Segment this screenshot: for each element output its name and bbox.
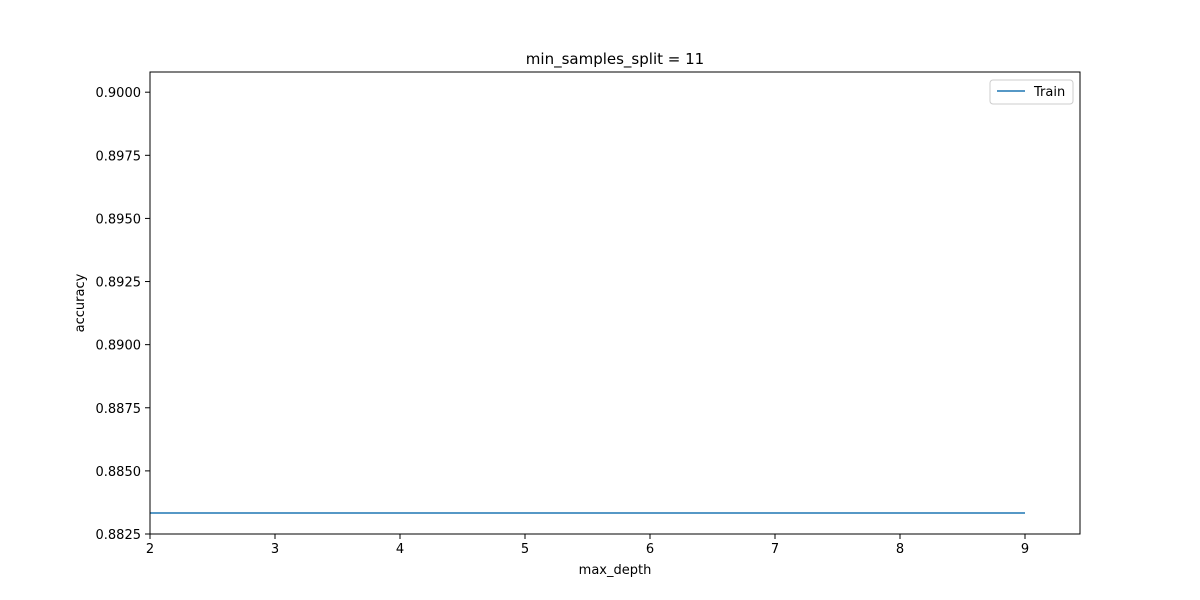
x-tick-label: 6 (646, 542, 654, 557)
y-tick-label: 0.8900 (96, 339, 142, 354)
y-axis-label: accuracy (73, 273, 88, 332)
x-tick-label: 8 (896, 542, 904, 557)
legend: Train (989, 79, 1074, 105)
legend-box (989, 79, 1074, 105)
x-axis-ticks: 2 3 4 5 6 7 8 9 (146, 534, 1029, 557)
chart-title: min_samples_split = 11 (526, 50, 704, 69)
x-axis-label: max_depth (579, 563, 652, 578)
y-tick-label: 0.8825 (96, 528, 142, 543)
y-tick-label: 0.8975 (96, 149, 142, 164)
x-tick-label: 3 (271, 542, 279, 557)
y-tick-label: 0.9000 (96, 86, 142, 101)
x-tick-label: 2 (146, 542, 154, 557)
plot-frame (149, 71, 1081, 535)
y-tick-label: 0.8950 (96, 212, 142, 227)
x-tick-label: 5 (521, 542, 529, 557)
legend-label-train: Train (1033, 85, 1065, 100)
x-tick-label: 4 (396, 542, 404, 557)
y-axis-ticks: 0.8825 0.8850 0.8875 0.8900 0.8925 0.8950 0.89… (96, 86, 150, 543)
y-tick-label: 0.8850 (96, 465, 142, 480)
y-tick-label: 0.8875 (96, 402, 142, 417)
x-tick-label: 9 (1021, 542, 1029, 557)
x-tick-label: 7 (771, 542, 779, 557)
y-tick-label: 0.8925 (96, 276, 142, 291)
